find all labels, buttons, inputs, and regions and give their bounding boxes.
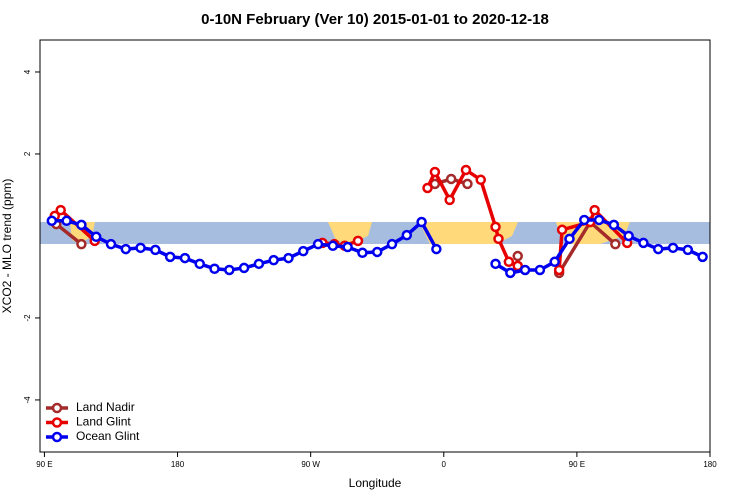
data-point: [593, 214, 605, 226]
x-tick-label: 180: [703, 460, 717, 469]
data-point: [46, 215, 58, 227]
data-point: [608, 219, 620, 231]
data-point: [519, 264, 531, 276]
data-point: [105, 238, 117, 250]
legend-label: Ocean Glint: [76, 429, 140, 443]
data-point: [682, 244, 694, 256]
data-point: [164, 251, 176, 263]
data-point: [462, 178, 473, 190]
x-tick-label: 90 W: [301, 460, 320, 469]
data-point: [652, 243, 664, 255]
data-point: [194, 258, 205, 270]
data-point: [549, 256, 560, 268]
data-point: [490, 221, 501, 233]
legend-marker: [51, 417, 63, 428]
data-point: [493, 233, 504, 245]
legend-label: Land Nadir: [76, 400, 135, 414]
y-tick-label: 4: [23, 69, 32, 74]
data-point: [697, 251, 708, 263]
data-point: [352, 235, 364, 247]
y-tick-label: 2: [23, 151, 32, 156]
x-tick-label: 90 E: [569, 460, 585, 469]
data-point: [298, 245, 309, 257]
data-point: [179, 252, 191, 264]
data-point: [579, 214, 590, 226]
legend-marker: [51, 402, 63, 414]
data-point: [503, 256, 515, 268]
x-tick-label: 180: [171, 460, 185, 469]
data-point: [150, 244, 161, 256]
data-point: [553, 264, 565, 276]
data-point: [534, 264, 546, 276]
series: [46, 214, 708, 279]
data-point: [357, 247, 368, 259]
data-point: [327, 240, 339, 252]
data-point: [120, 243, 132, 255]
data-point: [386, 238, 398, 250]
data-point: [55, 204, 66, 216]
y-axis-label: XCO2 - MLO trend (ppm): [0, 179, 14, 314]
data-point: [283, 252, 294, 264]
data-point: [431, 243, 442, 255]
x-axis-label: Longitude: [349, 476, 402, 490]
data-point: [268, 254, 279, 266]
data-point: [61, 215, 72, 227]
data-point: [475, 174, 487, 186]
data-point: [401, 229, 413, 241]
x-tick-label: 0: [442, 460, 447, 469]
data-point: [490, 258, 501, 270]
data-point: [512, 250, 523, 262]
data-point: [238, 262, 250, 274]
series: [49, 164, 633, 276]
y-tick-label: -4: [23, 396, 32, 404]
x-tick-label: 90 E: [36, 460, 52, 469]
data-point: [76, 219, 87, 231]
data-point: [589, 204, 600, 216]
data-point: [342, 241, 353, 253]
legend-label: Land Glint: [76, 415, 131, 429]
data-point: [312, 238, 324, 250]
data-point: [610, 238, 621, 250]
data-point: [445, 173, 457, 185]
data-point: [76, 238, 87, 250]
data-point: [416, 216, 427, 228]
y-tick-label: -2: [23, 314, 32, 322]
data-point: [371, 246, 383, 258]
data-point: [253, 258, 265, 270]
data-point: [429, 166, 441, 178]
data-point: [209, 263, 220, 275]
legend-marker: [51, 431, 63, 443]
chart-title: 0-10N February (Ver 10) 2015-01-01 to 20…: [201, 11, 549, 28]
data-point: [135, 242, 146, 254]
plot-frame: [39, 39, 711, 453]
series-line: [53, 168, 629, 271]
ocean-band: [40, 222, 710, 244]
data-point: [556, 224, 568, 236]
data-point: [564, 233, 575, 245]
data-point: [623, 230, 634, 242]
data-point: [422, 182, 433, 194]
data-point: [460, 164, 472, 176]
data-point: [638, 237, 649, 249]
data-point: [90, 231, 102, 243]
data-point: [444, 194, 455, 206]
data-point: [224, 264, 235, 276]
data-point: [667, 242, 679, 254]
data-point: [505, 267, 516, 279]
